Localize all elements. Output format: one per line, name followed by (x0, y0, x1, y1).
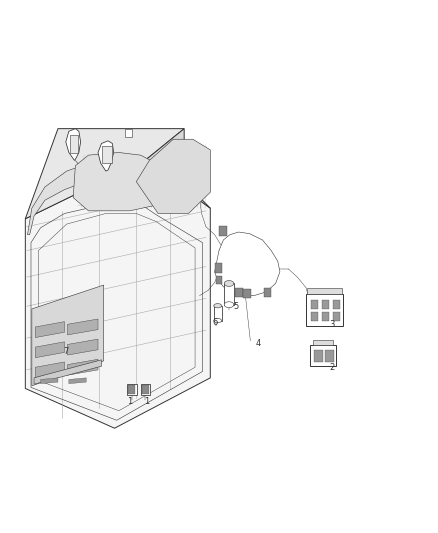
Text: 4: 4 (255, 339, 261, 348)
Polygon shape (25, 128, 184, 219)
Ellipse shape (214, 318, 222, 322)
Bar (244, 289, 251, 298)
Polygon shape (136, 139, 210, 214)
Text: 1: 1 (127, 397, 132, 406)
Polygon shape (35, 362, 64, 378)
Polygon shape (215, 232, 280, 296)
Polygon shape (66, 128, 81, 160)
Polygon shape (102, 146, 112, 163)
Bar (214, 306, 222, 320)
Bar (333, 301, 340, 309)
Bar (325, 350, 334, 362)
Text: 2: 2 (329, 363, 335, 372)
Bar (333, 312, 340, 320)
Polygon shape (67, 319, 98, 335)
Polygon shape (69, 378, 86, 384)
Bar (224, 284, 234, 305)
Text: 7: 7 (63, 347, 68, 356)
Bar (141, 384, 150, 395)
Text: 3: 3 (329, 320, 335, 329)
Bar (313, 340, 333, 345)
Polygon shape (70, 135, 78, 152)
Bar (127, 384, 137, 395)
Bar (311, 301, 318, 309)
Bar (264, 288, 271, 297)
Polygon shape (67, 359, 98, 375)
Bar (311, 312, 318, 320)
Polygon shape (28, 155, 145, 235)
Text: 1: 1 (145, 397, 150, 406)
Polygon shape (25, 160, 210, 428)
Bar (219, 226, 227, 236)
Polygon shape (67, 339, 98, 355)
Polygon shape (41, 378, 58, 384)
Bar (322, 312, 329, 320)
Polygon shape (145, 128, 210, 208)
Bar (215, 263, 223, 273)
Bar (215, 276, 223, 284)
Polygon shape (35, 342, 64, 358)
Bar (235, 288, 243, 297)
Bar (306, 294, 343, 326)
Bar (128, 385, 135, 394)
Ellipse shape (214, 304, 222, 308)
Text: 6: 6 (212, 318, 217, 327)
Bar (307, 288, 342, 294)
Ellipse shape (224, 280, 234, 286)
Bar (322, 301, 329, 309)
Ellipse shape (224, 302, 234, 308)
Polygon shape (98, 141, 114, 171)
Bar (142, 385, 149, 394)
Bar (311, 345, 336, 366)
Bar (314, 350, 322, 362)
Polygon shape (34, 360, 102, 384)
Polygon shape (125, 128, 132, 136)
Polygon shape (35, 321, 64, 337)
Polygon shape (32, 285, 104, 386)
Polygon shape (73, 152, 167, 211)
Text: 5: 5 (234, 302, 239, 311)
